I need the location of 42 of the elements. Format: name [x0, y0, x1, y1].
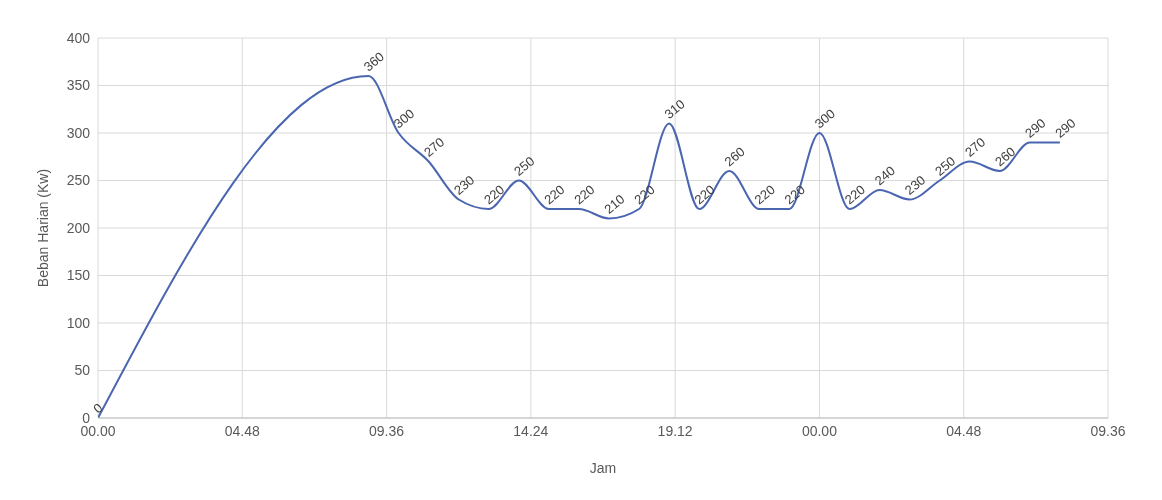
x-tick-label: 04.48: [946, 422, 982, 439]
data-label: 240: [871, 162, 899, 189]
data-label: 210: [601, 191, 628, 217]
data-label: 300: [811, 105, 838, 132]
x-tick-label: 19.12: [657, 422, 693, 439]
y-tick-label: 100: [66, 314, 91, 331]
data-label: 0: [90, 400, 106, 417]
y-tick-label: 200: [66, 219, 91, 236]
data-label: 220: [691, 181, 718, 208]
data-label: 290: [1052, 115, 1079, 141]
data-label: 220: [841, 181, 869, 208]
data-label: 220: [571, 181, 598, 208]
y-tick-label: 300: [66, 124, 91, 141]
data-label: 220: [751, 181, 778, 208]
data-label: 360: [360, 48, 388, 75]
x-tick-label: 09.36: [1090, 422, 1126, 439]
y-tick-label: 50: [74, 362, 91, 379]
x-tick-label: 04.48: [224, 422, 261, 439]
data-label: 260: [992, 143, 1019, 170]
data-label: 230: [901, 172, 929, 198]
data-label: 310: [661, 96, 688, 122]
data-label: 220: [541, 181, 568, 208]
y-tick-label: 350: [66, 77, 91, 94]
data-label: 250: [931, 153, 959, 179]
x-tick-label: 09.36: [369, 422, 405, 439]
x-axis-title: Jam: [589, 460, 617, 476]
x-tick-label: 14.24: [513, 422, 549, 439]
data-label: 270: [420, 134, 448, 160]
data-label: 230: [451, 172, 478, 198]
data-label: 290: [1022, 115, 1049, 141]
data-label: 220: [481, 181, 508, 208]
data-label: 250: [511, 153, 538, 179]
y-tick-label: 400: [66, 29, 91, 46]
y-tick-label: 150: [66, 267, 91, 284]
y-axis-title: Beban Harian (Kw): [34, 168, 51, 288]
data-label: 220: [631, 181, 658, 208]
data-label: 260: [721, 143, 748, 170]
data-label: 300: [390, 105, 418, 132]
data-label: 270: [962, 134, 989, 160]
x-tick-label: 00.00: [801, 422, 838, 439]
y-tick-label: 250: [66, 172, 91, 189]
data-label: 220: [781, 181, 808, 208]
